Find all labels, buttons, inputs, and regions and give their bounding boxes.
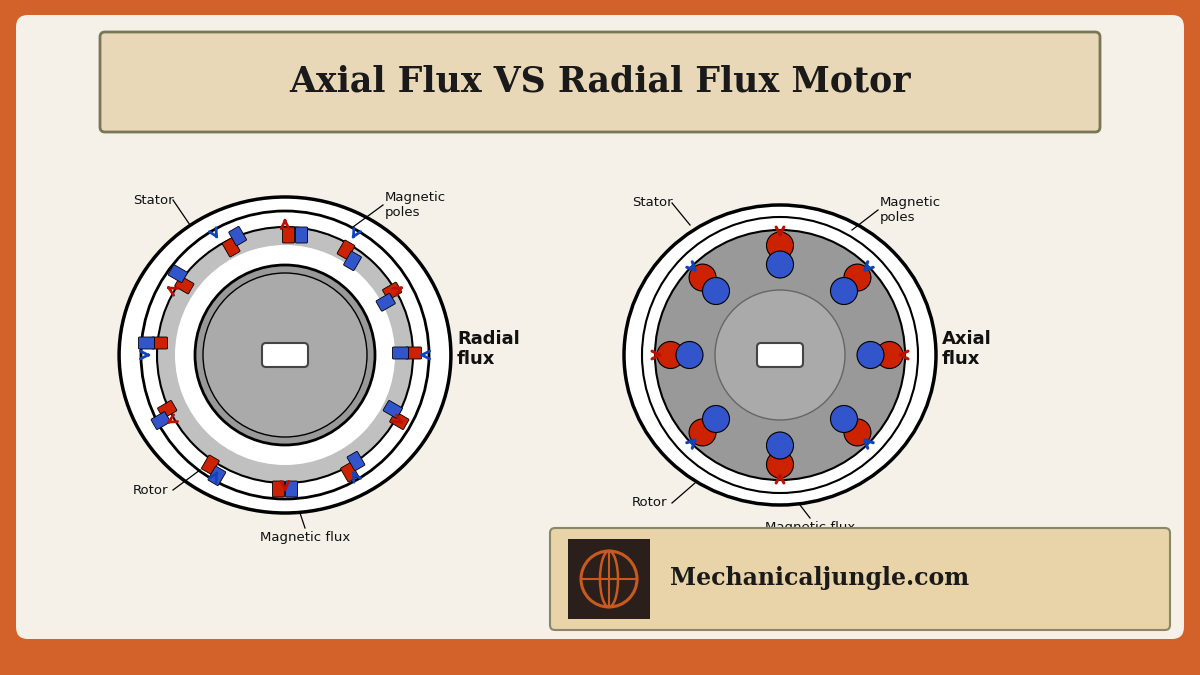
Text: Mechanicaljungle.com: Mechanicaljungle.com	[670, 566, 970, 590]
Circle shape	[658, 342, 684, 369]
Circle shape	[702, 406, 730, 433]
FancyBboxPatch shape	[337, 240, 355, 259]
Circle shape	[857, 342, 884, 369]
FancyBboxPatch shape	[347, 452, 365, 470]
Circle shape	[655, 230, 905, 480]
Circle shape	[142, 211, 430, 499]
Text: Magnetic flux: Magnetic flux	[764, 520, 856, 533]
FancyBboxPatch shape	[202, 455, 220, 475]
Text: Stator: Stator	[133, 194, 174, 207]
Circle shape	[767, 451, 793, 478]
FancyBboxPatch shape	[272, 481, 284, 497]
Text: Axial Flux VS Radial Flux Motor: Axial Flux VS Radial Flux Motor	[289, 65, 911, 99]
Circle shape	[642, 217, 918, 493]
Circle shape	[676, 342, 703, 369]
FancyBboxPatch shape	[341, 462, 359, 482]
Text: Radial
flux: Radial flux	[457, 329, 520, 369]
Circle shape	[767, 251, 793, 278]
Circle shape	[767, 432, 793, 459]
FancyBboxPatch shape	[138, 337, 155, 349]
FancyBboxPatch shape	[383, 400, 402, 418]
Text: Magnetic
poles: Magnetic poles	[880, 196, 941, 224]
FancyBboxPatch shape	[16, 15, 1184, 639]
FancyBboxPatch shape	[151, 412, 170, 429]
Text: Magnetic flux: Magnetic flux	[260, 531, 350, 543]
Text: Magnetic
poles: Magnetic poles	[385, 191, 446, 219]
FancyBboxPatch shape	[282, 227, 294, 243]
Circle shape	[876, 342, 904, 369]
Text: Stator: Stator	[632, 196, 673, 209]
FancyBboxPatch shape	[376, 294, 395, 311]
FancyBboxPatch shape	[151, 337, 168, 349]
Ellipse shape	[119, 197, 451, 513]
FancyBboxPatch shape	[383, 282, 402, 300]
FancyBboxPatch shape	[550, 528, 1170, 630]
Bar	[568, 539, 650, 619]
Circle shape	[844, 264, 871, 291]
FancyBboxPatch shape	[343, 251, 361, 271]
FancyBboxPatch shape	[392, 347, 408, 359]
Circle shape	[689, 264, 716, 291]
Circle shape	[830, 406, 858, 433]
FancyBboxPatch shape	[390, 412, 409, 429]
Circle shape	[830, 277, 858, 304]
Text: Rotor: Rotor	[632, 497, 667, 510]
FancyBboxPatch shape	[175, 276, 194, 294]
FancyBboxPatch shape	[208, 466, 226, 485]
Ellipse shape	[624, 205, 936, 505]
FancyBboxPatch shape	[286, 481, 298, 497]
FancyBboxPatch shape	[757, 343, 803, 367]
Circle shape	[157, 227, 413, 483]
FancyBboxPatch shape	[222, 238, 240, 257]
Text: Rotor: Rotor	[133, 483, 168, 497]
FancyBboxPatch shape	[100, 32, 1100, 132]
FancyBboxPatch shape	[168, 265, 187, 283]
Text: Axial
flux: Axial flux	[942, 329, 991, 369]
Circle shape	[844, 419, 871, 446]
Circle shape	[767, 232, 793, 259]
Circle shape	[175, 245, 395, 465]
FancyBboxPatch shape	[262, 343, 308, 367]
Circle shape	[203, 273, 367, 437]
FancyBboxPatch shape	[406, 347, 421, 359]
Circle shape	[689, 419, 716, 446]
FancyBboxPatch shape	[229, 226, 246, 246]
Circle shape	[702, 277, 730, 304]
FancyBboxPatch shape	[295, 227, 307, 243]
Circle shape	[715, 290, 845, 420]
Circle shape	[194, 265, 374, 445]
FancyBboxPatch shape	[157, 400, 176, 418]
